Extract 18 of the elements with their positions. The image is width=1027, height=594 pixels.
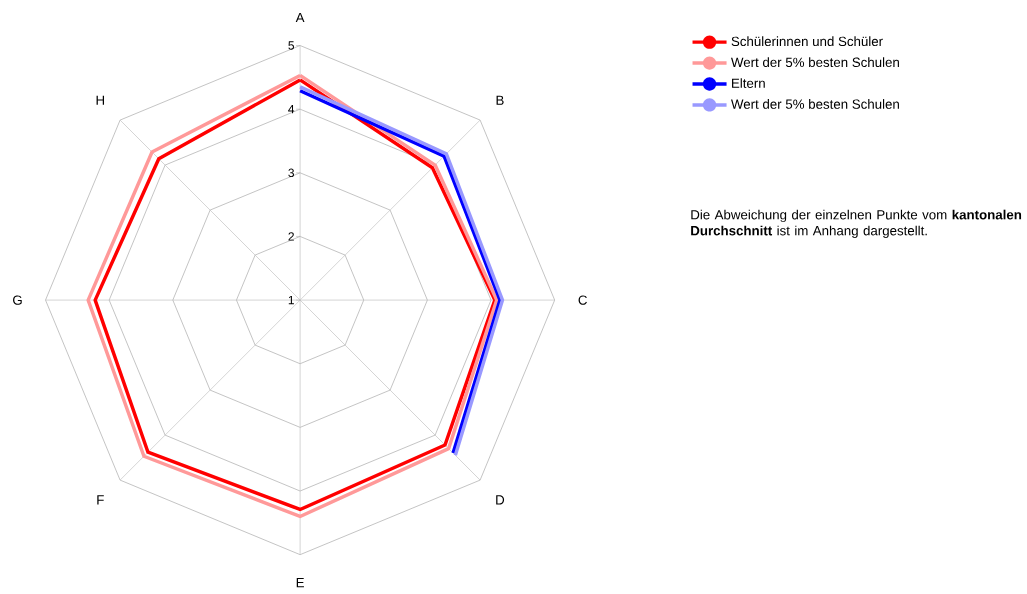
y-tick-label: 5 [288,41,295,50]
y-tick-label: 4 [288,104,295,114]
legend-label: Eltern [732,78,765,88]
spoke-label: A [295,12,305,22]
y-tick-label: 3 [288,168,294,177]
legend-label: Wert der 5% besten Schulen [731,99,899,109]
legend-label: Schülerinnen und Schüler [731,36,883,46]
y-tick-label: 2 [288,232,294,241]
spoke-label: F [97,495,104,505]
spoke-label: D [496,495,505,505]
spoke-label: B [496,95,504,105]
spoke-label: H [96,95,105,105]
legend-label: Wert der 5% besten Schulen [731,57,899,67]
spoke-label: E [296,578,304,588]
text: Die Abweichung der einzelnen Punkte vom kantonalen Durchschnitt ist im Anhang dargestellt. [691,209,1022,238]
spoke-label: G [13,295,22,305]
y-tick-label: 1 [288,295,294,305]
spoke-label: C [578,295,587,305]
